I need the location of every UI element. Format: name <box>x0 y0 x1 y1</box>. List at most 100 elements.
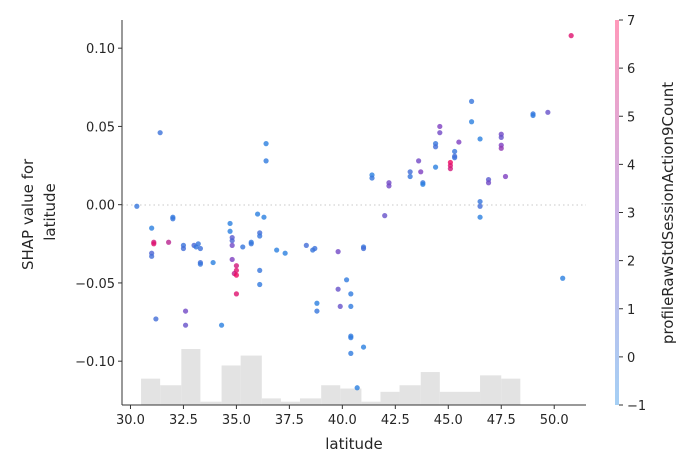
data-point <box>151 241 157 247</box>
data-point <box>210 259 216 266</box>
colorbar-tick-label: 1 <box>627 303 635 318</box>
histogram-bar <box>340 388 362 405</box>
y-axis-label-line-1: SHAP value for <box>19 158 37 270</box>
data-point <box>348 350 354 356</box>
histogram-bar <box>501 378 521 405</box>
data-point <box>360 344 367 350</box>
data-point <box>257 233 263 239</box>
histogram-bar <box>361 401 381 405</box>
data-point <box>452 155 458 161</box>
histogram-bar <box>200 401 222 405</box>
data-point <box>369 175 375 181</box>
data-point <box>343 277 350 283</box>
histogram-bar <box>420 372 440 405</box>
data-point <box>437 123 443 130</box>
data-point <box>335 249 341 255</box>
histogram-bar <box>380 391 400 405</box>
histogram-bar <box>181 349 201 405</box>
histogram-bar <box>240 355 262 405</box>
y-tick-label: 0.05 <box>86 120 115 135</box>
histogram-bar <box>299 398 322 405</box>
data-point <box>386 183 392 189</box>
histogram-bar <box>280 401 300 405</box>
y-tick-label: 0.10 <box>86 42 115 57</box>
histogram-bar <box>160 385 182 405</box>
data-point <box>134 203 140 209</box>
data-point <box>498 145 504 151</box>
colorbar-tick-label: 7 <box>627 14 635 29</box>
data-point <box>282 250 288 256</box>
data-point <box>240 244 246 250</box>
data-point <box>418 169 424 175</box>
x-tick-label: 35.0 <box>222 413 251 428</box>
data-point <box>261 214 267 220</box>
colorbar-tick-label: 5 <box>627 110 635 125</box>
data-point <box>437 130 443 136</box>
data-point <box>502 173 509 180</box>
colorbar-tick-label: 0 <box>627 351 635 366</box>
data-point <box>314 308 320 314</box>
data-point <box>195 241 201 247</box>
data-point <box>498 134 504 140</box>
x-tick-label: 42.5 <box>381 413 410 428</box>
histogram-bar <box>221 365 241 405</box>
data-point <box>227 220 233 227</box>
data-point <box>170 216 176 222</box>
colorbar-tick-label: 6 <box>627 62 635 77</box>
y-axis-label: SHAP value for latitude <box>19 154 59 270</box>
data-point <box>314 300 320 306</box>
data-point <box>197 261 203 267</box>
y-tick-label: 0.00 <box>86 199 115 214</box>
data-point <box>233 267 240 274</box>
data-point <box>233 272 240 278</box>
data-point <box>420 181 426 187</box>
data-point <box>166 239 172 245</box>
data-point <box>568 33 574 39</box>
x-axis-label: latitude <box>325 435 383 453</box>
data-point <box>468 98 475 104</box>
data-point <box>545 109 551 115</box>
data-point <box>182 308 189 314</box>
data-point <box>348 303 354 310</box>
x-tick-label: 47.5 <box>487 413 516 428</box>
data-point <box>354 385 360 391</box>
data-point <box>229 256 235 263</box>
data-point <box>337 303 343 310</box>
colorbar <box>615 20 619 405</box>
x-tick-label: 40.0 <box>328 413 357 428</box>
histogram-bar <box>399 385 421 405</box>
histogram-bar <box>460 391 481 405</box>
colorbar-tick-label: 3 <box>627 207 635 222</box>
x-ticks: 30.0 32.5 35.0 37.5 40.0 42.5 45.0 47.5 50.0 <box>116 405 569 428</box>
data-point <box>432 144 439 150</box>
histogram <box>141 349 521 405</box>
y-axis-label-line-2: latitude <box>41 183 59 241</box>
data-point <box>257 267 263 274</box>
data-point <box>182 322 189 328</box>
scatter-points <box>134 33 574 391</box>
data-point <box>530 112 536 119</box>
data-point <box>477 136 483 142</box>
data-point <box>197 245 203 252</box>
data-point <box>149 253 155 259</box>
data-point <box>348 291 354 297</box>
y-ticks: 0.10 0.05 0.00 −0.05 −0.10 <box>75 42 122 370</box>
data-point <box>468 119 475 125</box>
data-point <box>485 180 492 186</box>
colorbar-tick-label: 2 <box>627 255 635 270</box>
data-point <box>257 281 263 288</box>
data-point <box>229 242 235 248</box>
data-point <box>229 238 235 244</box>
x-tick-label: 45.0 <box>434 413 463 428</box>
data-point <box>303 242 309 248</box>
data-point <box>180 245 187 252</box>
data-point <box>416 158 422 164</box>
data-point <box>153 316 159 322</box>
histogram-bar <box>141 378 161 405</box>
y-tick-label: −0.05 <box>75 277 115 292</box>
colorbar-tick-label: 4 <box>627 158 635 173</box>
data-point <box>477 203 483 209</box>
data-point <box>560 275 566 281</box>
histogram-bar <box>321 385 341 405</box>
x-tick-label: 32.5 <box>169 413 198 428</box>
